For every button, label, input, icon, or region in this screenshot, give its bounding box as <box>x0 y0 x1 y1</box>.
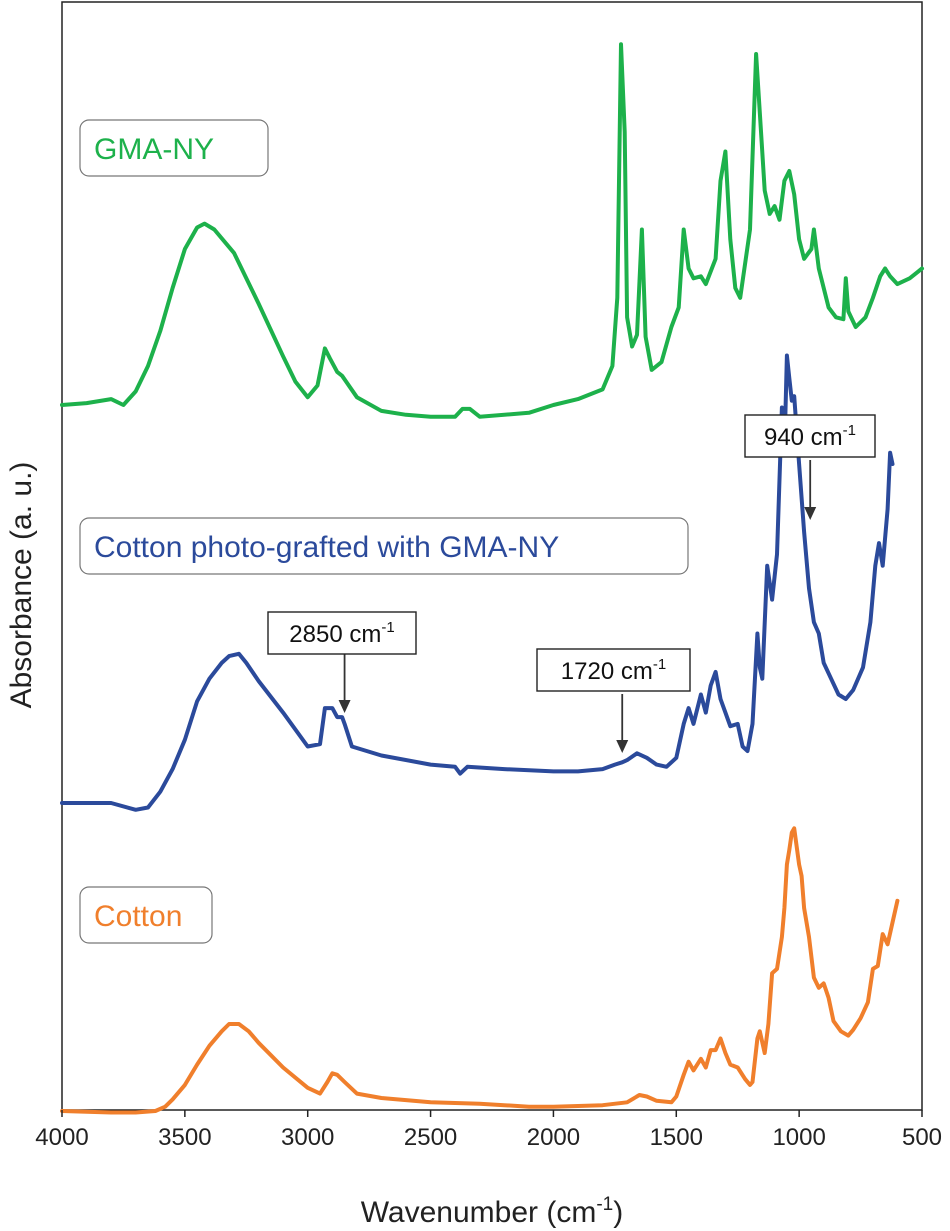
legend-label-3: Cotton <box>79 886 213 944</box>
legend-box <box>79 517 689 575</box>
legend-text: GMA-NY <box>94 133 214 166</box>
annotation-box <box>744 414 876 458</box>
annotation-text: 2850 cm-1 <box>289 619 394 648</box>
annotation-arrowhead <box>616 740 629 753</box>
x-axis-title-sup: -1 <box>596 1194 613 1215</box>
annotation-text: 940 cm-1 <box>764 422 856 451</box>
series-layer <box>60 42 924 1115</box>
series-line-1 <box>60 42 924 419</box>
x-tick-label: 3500 <box>158 1124 211 1151</box>
legend-box <box>79 886 213 944</box>
legend: GMA-NY Cotton photo-grafted with GMA-NY Co… <box>79 119 689 944</box>
annotation-3: 940 cm-1 <box>744 414 876 520</box>
x-tick-label: 500 <box>902 1124 942 1151</box>
y-axis-title: Absorbance (a. u.) <box>5 462 38 709</box>
legend-label-1: GMA-NY <box>79 119 269 177</box>
x-tick-label: 1500 <box>650 1124 703 1151</box>
series-line-3 <box>60 826 900 1115</box>
x-tick-label: 3000 <box>281 1124 334 1151</box>
legend-label-2: Cotton photo-grafted with GMA-NY <box>79 517 689 575</box>
x-tick-label: 4000 <box>35 1124 88 1151</box>
legend-text: Cotton photo-grafted with GMA-NY <box>94 531 559 564</box>
x-tick-label: 2000 <box>527 1124 580 1151</box>
x-axis-title-close: ) <box>613 1196 623 1229</box>
x-tick-label: 2500 <box>404 1124 457 1151</box>
legend-text: Cotton <box>94 900 182 933</box>
plot-frame <box>61 1 923 1111</box>
legend-box <box>79 119 269 177</box>
x-ticks: 4000 3500 3000 2500 2000 1500 1000 500 <box>35 1110 942 1151</box>
annotation-box <box>536 648 691 692</box>
series-line-2 <box>60 353 895 812</box>
annotation-box <box>267 611 417 655</box>
x-tick-label: 1000 <box>772 1124 825 1151</box>
annotation-arrowhead <box>338 700 351 713</box>
annotation-1: 2850 cm-1 <box>267 611 417 713</box>
annotation-text: 1720 cm-1 <box>561 656 666 685</box>
x-axis-title: Wavenumber (cm-1) <box>361 1194 624 1229</box>
annotation-arrowhead <box>804 507 817 520</box>
annotation-2: 1720 cm-1 <box>536 648 691 753</box>
annotations: 2850 cm-1 1720 cm-1 940 cm-1 <box>267 414 876 753</box>
